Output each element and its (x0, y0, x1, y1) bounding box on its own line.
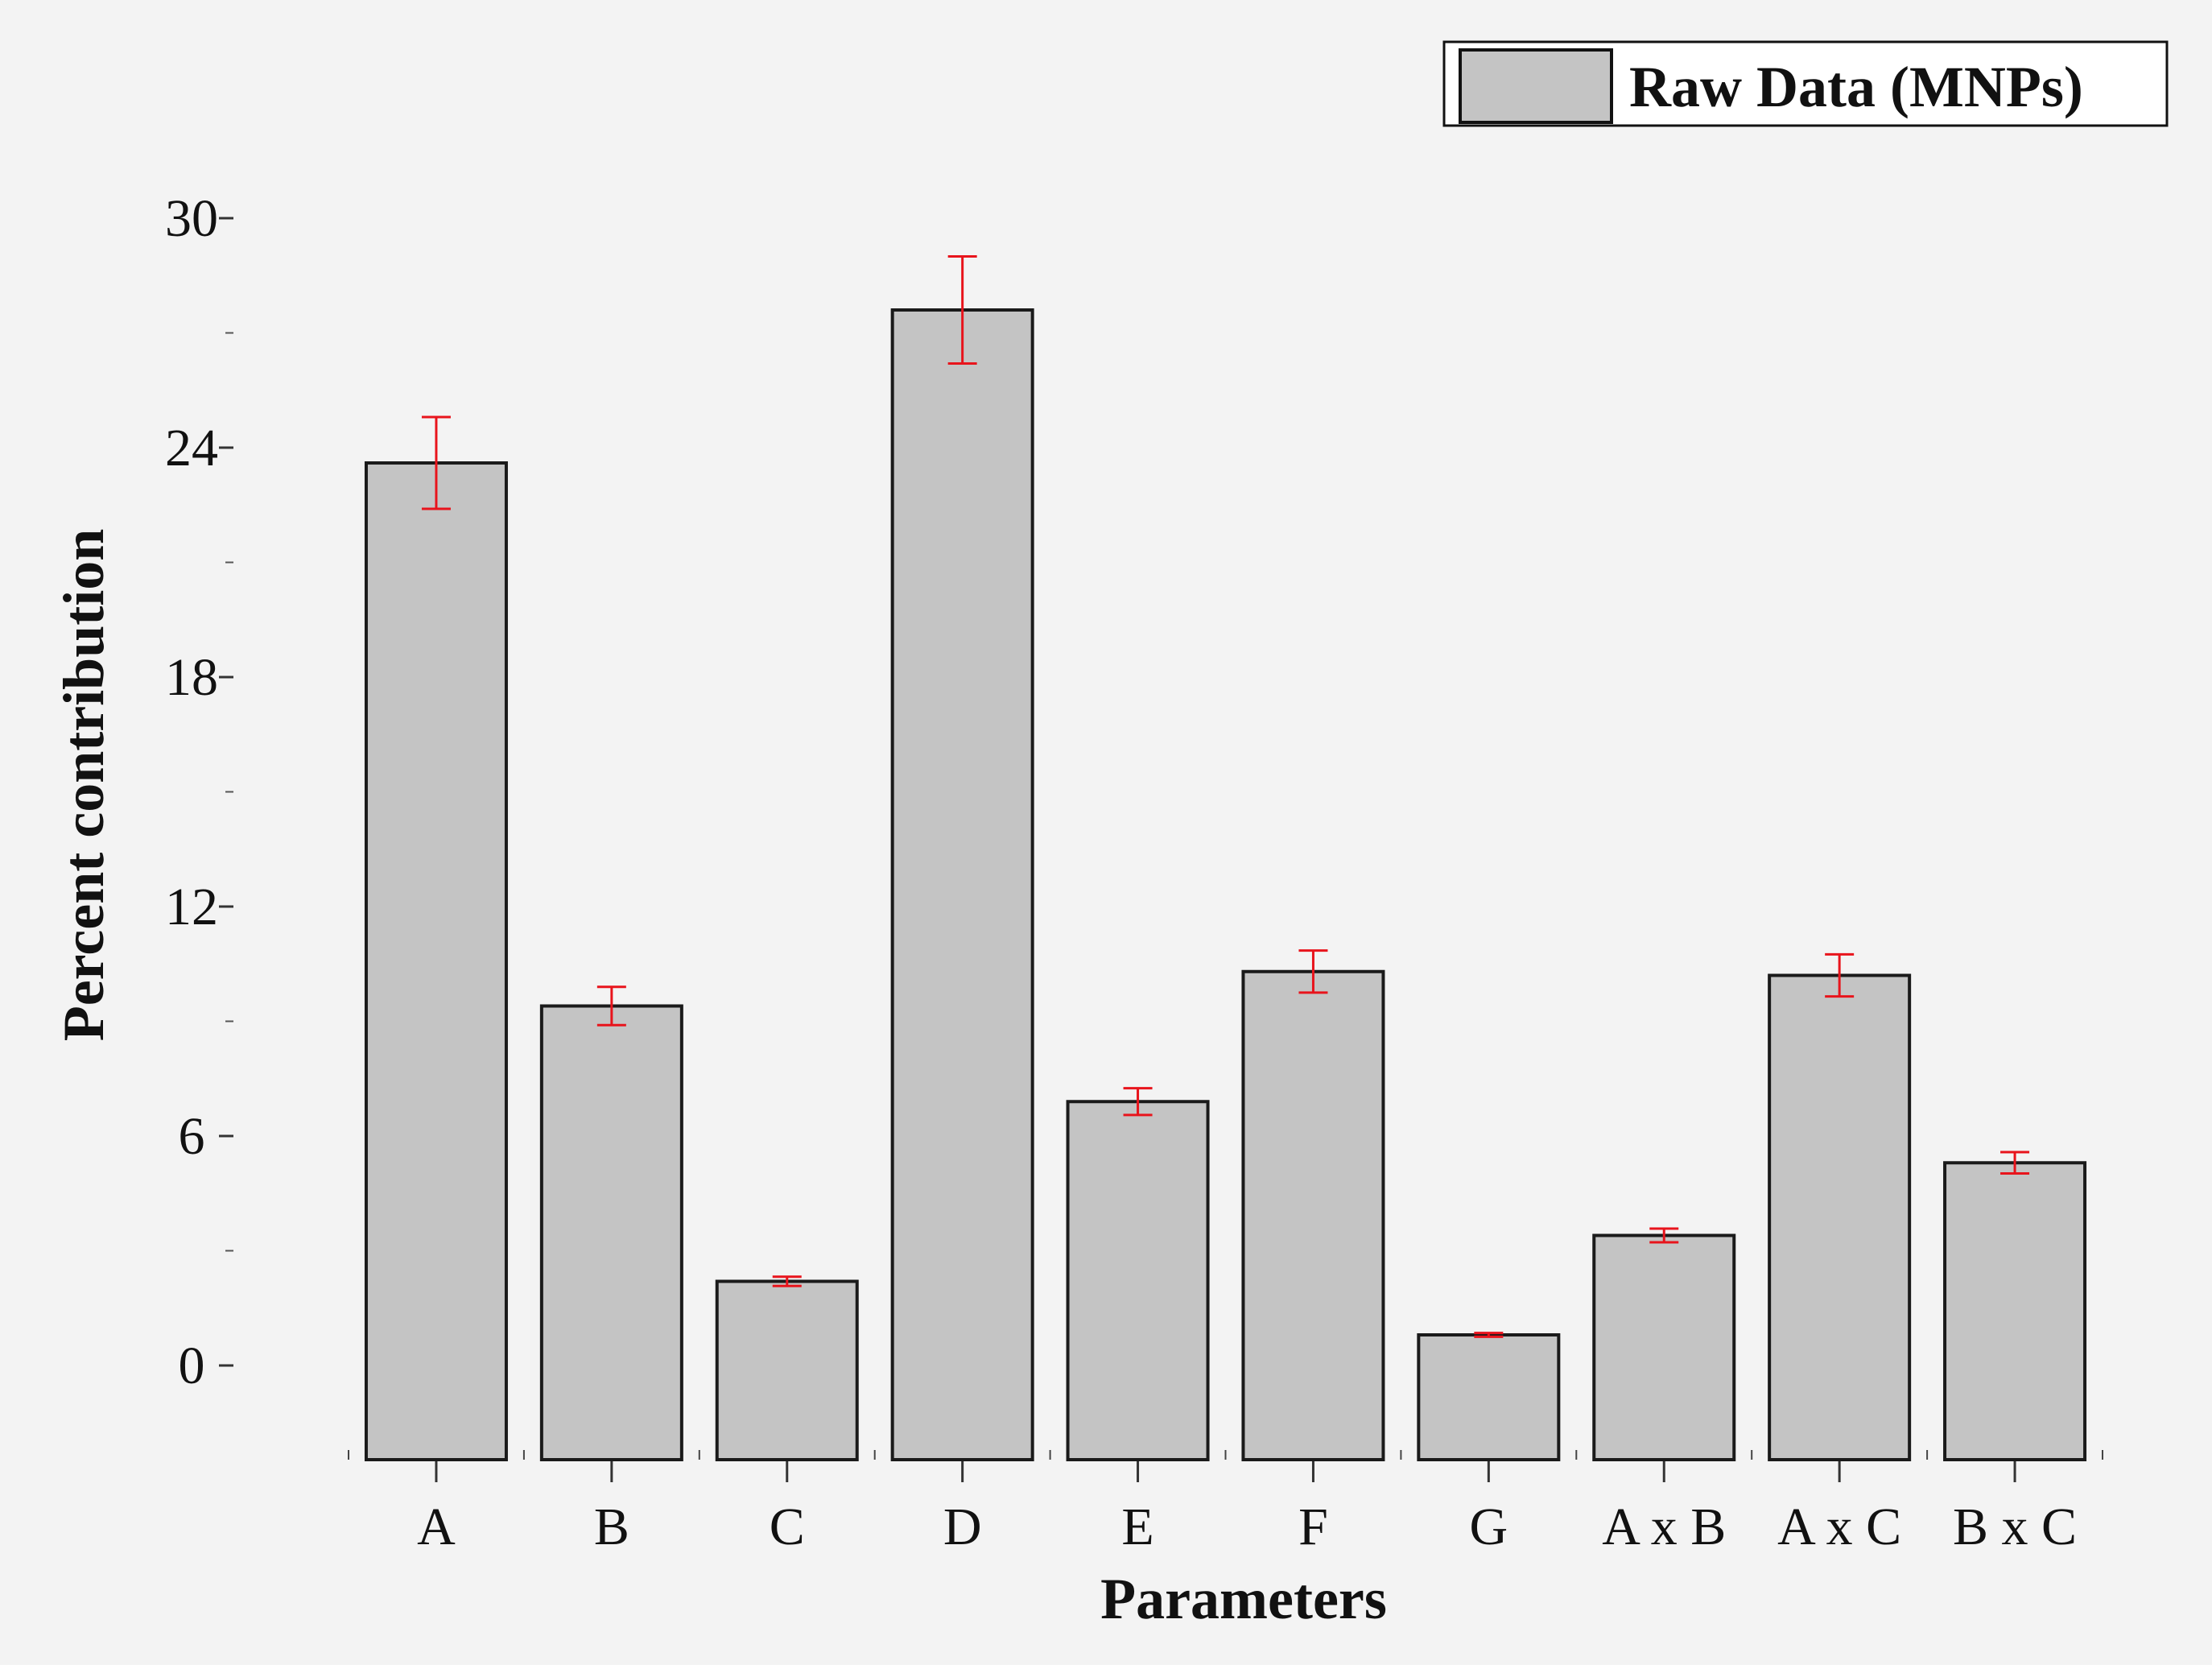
error-bar (1298, 949, 1328, 994)
legend-swatch (1459, 48, 1613, 124)
x-tick-label: A x B (1602, 1498, 1726, 1556)
error-bar (421, 415, 451, 510)
x-tick-label: A x C (1777, 1498, 1901, 1556)
bar (1417, 1333, 1561, 1461)
bars (364, 308, 2087, 1461)
y-axis-title: Percent contribution (52, 529, 116, 1042)
bar (539, 1004, 683, 1461)
bar (1241, 969, 1385, 1461)
y-tick-label: 30 (165, 189, 218, 248)
bar (1066, 1100, 1210, 1461)
x-tick-label: B x C (1953, 1498, 2077, 1556)
y-tick-label: 0 (179, 1336, 205, 1395)
error-bar (1474, 1332, 1504, 1338)
y-tick-label: 6 (179, 1107, 205, 1166)
x-tick-label: D (943, 1498, 982, 1556)
y-tick-label: 12 (165, 878, 218, 936)
x-tick-label: G (1470, 1498, 1508, 1556)
error-bar (772, 1275, 802, 1287)
error-bar (947, 255, 977, 365)
bar (1592, 1233, 1736, 1461)
y-tick-label: 24 (165, 419, 218, 477)
y-tick-label: 18 (165, 648, 218, 707)
error-bars (421, 255, 2030, 1338)
y-axis: 0 6 12 18 24 30 (165, 189, 233, 1395)
bar (890, 308, 1034, 1461)
x-tick-label: A (417, 1498, 456, 1556)
bar (1943, 1161, 2087, 1461)
bar (1768, 973, 1912, 1461)
x-tick-label: C (770, 1498, 805, 1556)
error-bar (1825, 952, 1855, 998)
x-tick-label: F (1298, 1498, 1328, 1556)
error-bar (596, 985, 626, 1027)
error-bar (1123, 1087, 1153, 1117)
error-bar (2000, 1151, 2030, 1175)
bar (364, 461, 508, 1461)
x-tick-label: E (1121, 1498, 1153, 1556)
bar (715, 1279, 859, 1461)
error-bar (1649, 1227, 1679, 1244)
x-tick-label: B (594, 1498, 629, 1556)
x-axis-title: Parameters (1100, 1567, 1387, 1631)
legend: Raw Data (MNPs) (1442, 40, 2169, 127)
legend-label: Raw Data (MNPs) (1629, 55, 2083, 119)
